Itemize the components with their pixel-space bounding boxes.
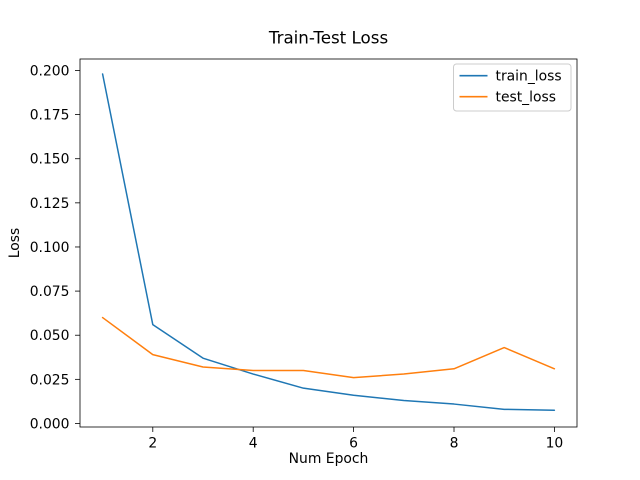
x-axis-label: Num Epoch	[289, 451, 369, 467]
series-line-test_loss	[101, 316, 556, 379]
x-tick-label: 2	[148, 436, 157, 452]
legend-entry-label: train_loss	[496, 69, 562, 85]
series-line-train_loss	[101, 73, 556, 411]
y-tick-label: 0.200	[30, 63, 70, 79]
y-tick-label: 0.075	[30, 284, 70, 300]
y-tick-label: 0.175	[30, 108, 70, 124]
plot-border	[79, 58, 578, 428]
x-tick-label: 10	[546, 436, 564, 452]
chart-title: Train-Test Loss	[268, 28, 388, 48]
y-tick-label: 0.100	[30, 240, 70, 256]
y-tick-label: 0.150	[30, 152, 70, 168]
x-tick-label: 6	[349, 436, 358, 452]
y-tick-label: 0.025	[30, 372, 70, 388]
x-tick-label: 8	[450, 436, 459, 452]
y-tick-label: 0.000	[30, 416, 70, 432]
legend-entry-label: test_loss	[496, 90, 556, 106]
y-tick-label: 0.050	[30, 328, 70, 344]
y-axis-label: Loss	[7, 228, 23, 258]
x-tick-label: 4	[249, 436, 258, 452]
y-tick-label: 0.125	[30, 196, 70, 212]
plot-area: 2 4 6 8 10 0.000 0.025 0.050 0.075 0.100 0.125 0.15…	[30, 58, 578, 452]
